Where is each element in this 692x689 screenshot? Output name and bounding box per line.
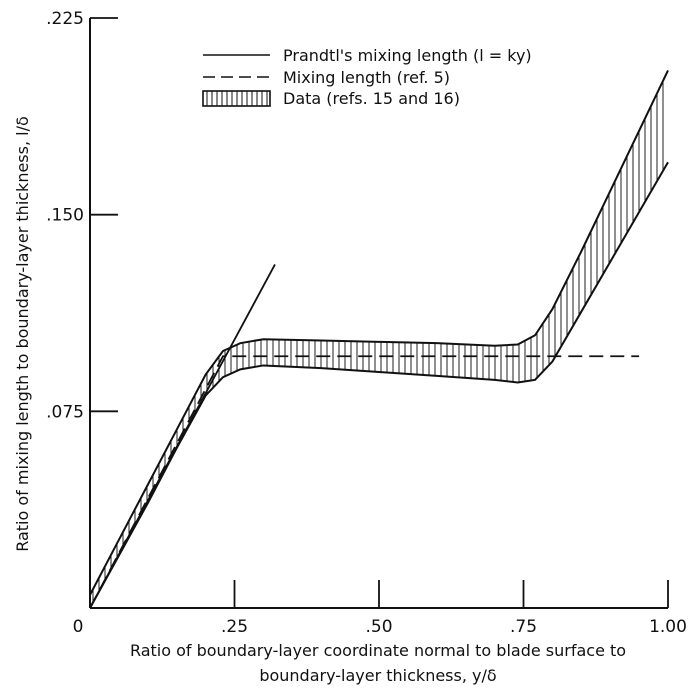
prandtl-mixing-length-line [89,264,276,609]
data-band-group [89,70,669,609]
legend-label-prandtl: Prandtl's mixing length (l = ky) [283,46,532,65]
series-lines-group [89,264,640,609]
x-tick-label: 1.00 [649,617,687,637]
y-tick-label: .075 [46,402,84,422]
y-axis-title: Ratio of mixing length to boundary-layer… [13,116,32,552]
legend: Prandtl's mixing length (l = ky) Mixing … [202,46,532,108]
y-tick-label: .150 [46,206,84,226]
legend-label-ref5: Mixing length (ref. 5) [283,68,450,87]
legend-swatch-hatched [202,90,271,107]
legend-label-data: Data (refs. 15 and 16) [283,89,460,108]
y-tick-label: .225 [46,9,84,29]
origin-label: 0 [73,617,84,637]
x-tick-label: .50 [365,617,392,637]
ticks-group: .25 .50 .75 1.00 .075 .150 .225 [46,9,687,637]
data-band-upper-edge [89,70,669,596]
data-band-fill [90,70,668,608]
data-band-lower-edge [89,161,669,609]
x-tick-label: .75 [510,617,537,637]
mixing-length-ref5-line [89,355,640,609]
x-axis-title-line-1: Ratio of boundary-layer coordinate norma… [130,641,626,660]
x-tick-label: .25 [221,617,248,637]
x-axis-title-line-2: boundary-layer thickness, y/δ [259,666,496,685]
